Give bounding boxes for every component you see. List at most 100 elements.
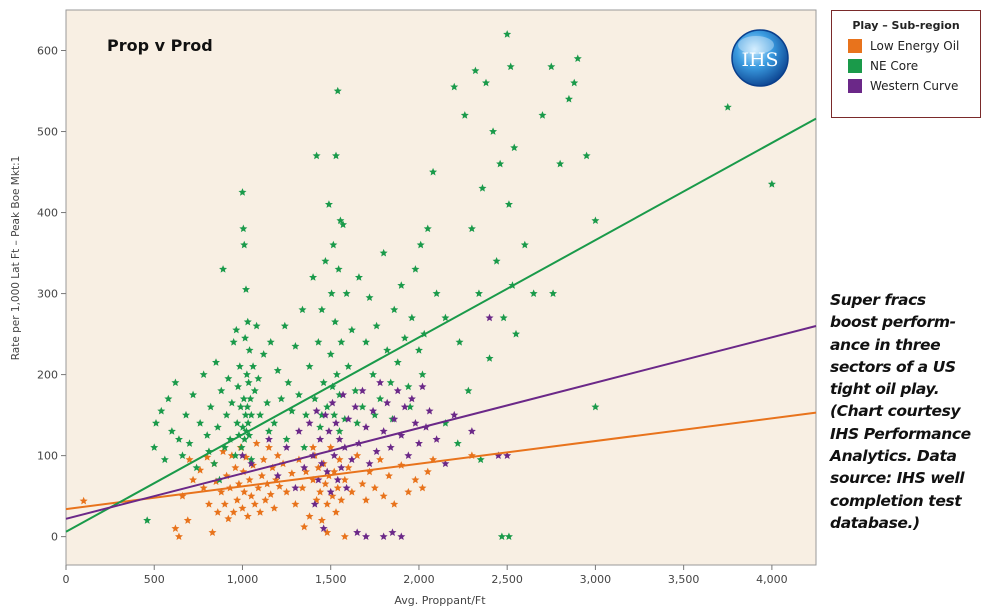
- point-low-energy-oil: [314, 463, 323, 472]
- point-ne-core: [510, 143, 519, 152]
- caption-line: completion test: [830, 491, 962, 510]
- point-ne-core: [573, 54, 582, 63]
- point-ne-core: [337, 337, 346, 346]
- point-western-curve: [404, 451, 413, 460]
- caption-line: (Chart courtesy: [830, 402, 961, 421]
- point-western-curve: [400, 402, 409, 411]
- point-ne-core: [217, 386, 226, 395]
- point-ne-core: [570, 78, 579, 87]
- point-ne-core: [369, 370, 378, 378]
- point-ne-core: [319, 378, 328, 387]
- point-western-curve: [432, 435, 441, 443]
- point-ne-core: [241, 410, 250, 419]
- point-ne-core: [354, 273, 363, 281]
- point-low-energy-oil: [240, 487, 249, 496]
- point-ne-core: [329, 240, 338, 249]
- point-low-energy-oil: [268, 463, 277, 472]
- point-ne-core: [277, 394, 286, 403]
- point-ne-core: [298, 305, 307, 314]
- point-ne-core: [332, 370, 341, 378]
- ihs-logo-circle: [731, 29, 789, 87]
- legend-item-western-curve: Western Curve: [832, 76, 980, 96]
- point-western-curve: [305, 419, 314, 427]
- point-western-curve: [418, 382, 427, 391]
- point-low-energy-oil: [376, 455, 385, 464]
- point-ne-core: [464, 386, 473, 395]
- point-ne-core: [242, 285, 250, 293]
- point-ne-core: [242, 370, 251, 378]
- point-western-curve: [316, 435, 325, 443]
- point-western-curve: [317, 459, 326, 468]
- point-ne-core: [284, 378, 293, 387]
- point-low-energy-oil: [323, 528, 332, 536]
- point-ne-core: [478, 184, 487, 192]
- legend-swatch-western-curve: [848, 79, 862, 93]
- point-ne-core: [489, 127, 498, 135]
- caption-line: IHS Performance: [830, 424, 971, 443]
- point-low-energy-oil: [264, 443, 273, 451]
- point-ne-core: [333, 86, 342, 95]
- point-western-curve: [342, 483, 351, 492]
- point-ne-core: [199, 370, 208, 378]
- point-low-energy-oil: [418, 483, 427, 492]
- trend-line-ne-core: [65, 117, 817, 533]
- point-ne-core: [245, 431, 254, 439]
- point-ne-core: [365, 293, 374, 302]
- point-ne-core: [291, 342, 300, 350]
- point-ne-core: [414, 346, 423, 354]
- point-ne-core: [564, 94, 573, 103]
- point-ne-core: [235, 362, 244, 370]
- point-ne-core: [167, 427, 176, 435]
- point-western-curve: [300, 463, 309, 472]
- point-ne-core: [476, 455, 485, 464]
- point-western-curve: [441, 459, 450, 468]
- point-low-energy-oil: [404, 487, 413, 496]
- point-low-energy-oil: [245, 475, 254, 484]
- point-ne-core: [206, 402, 215, 411]
- caption-line: ance in three: [830, 335, 941, 354]
- y-axis: 0 100 200 300 400 500 600: [37, 45, 66, 544]
- point-ne-core: [474, 289, 483, 297]
- x-tick-label: 0: [63, 573, 70, 586]
- point-ne-core: [196, 419, 205, 427]
- point-ne-core: [326, 350, 335, 358]
- point-western-curve: [314, 475, 323, 484]
- point-ne-core: [240, 240, 249, 249]
- point-ne-core: [237, 443, 246, 451]
- caption-line: sectors of a US: [830, 357, 956, 376]
- point-low-energy-oil: [261, 495, 270, 504]
- point-ne-core: [213, 423, 222, 431]
- point-low-energy-oil: [423, 467, 432, 476]
- point-low-energy-oil: [384, 471, 393, 480]
- point-low-energy-oil: [199, 483, 208, 492]
- point-low-energy-oil: [256, 508, 265, 516]
- point-ne-core: [582, 151, 591, 160]
- x-tick-label: 500: [144, 573, 165, 586]
- point-ne-core: [331, 317, 340, 326]
- point-low-energy-oil: [259, 455, 268, 464]
- legend-swatch-low-energy-oil: [848, 39, 862, 53]
- point-western-curve: [390, 414, 399, 423]
- point-ne-core: [504, 200, 513, 208]
- y-tick-label: 300: [37, 288, 58, 301]
- point-western-curve: [414, 439, 423, 447]
- point-low-energy-oil: [330, 467, 339, 476]
- point-ne-core: [254, 374, 263, 383]
- point-ne-core: [302, 410, 310, 419]
- y-tick-label: 0: [51, 531, 58, 544]
- point-western-curve: [411, 419, 420, 427]
- point-ne-core: [280, 321, 289, 330]
- point-low-energy-oil: [337, 495, 346, 504]
- point-western-curve: [386, 443, 395, 451]
- point-western-curve: [321, 410, 330, 419]
- point-low-energy-oil: [309, 475, 318, 484]
- point-low-energy-oil: [333, 483, 342, 492]
- point-ne-core: [353, 419, 362, 427]
- point-western-curve: [323, 467, 332, 476]
- point-western-curve: [247, 459, 256, 468]
- point-ne-core: [330, 410, 339, 419]
- point-ne-core: [723, 103, 732, 111]
- point-low-energy-oil: [238, 504, 247, 512]
- point-ne-core: [287, 406, 296, 415]
